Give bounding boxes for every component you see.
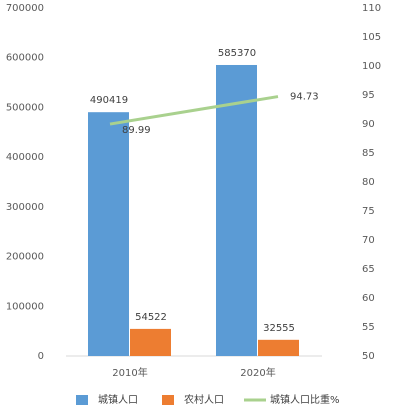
x-tick-label: 2020年 bbox=[240, 366, 275, 379]
y-tick-label: 200000 bbox=[6, 252, 44, 263]
y2-tick-label: 60 bbox=[362, 293, 375, 304]
bar bbox=[258, 339, 299, 356]
y2-tick-label: 95 bbox=[362, 90, 375, 101]
bar bbox=[130, 328, 171, 356]
data-label: 54522 bbox=[135, 312, 167, 323]
y2-tick-label: 65 bbox=[362, 264, 375, 275]
legend-label: 农村人口 bbox=[184, 393, 224, 406]
legend-swatch bbox=[76, 395, 88, 405]
data-label: 94.73 bbox=[290, 92, 319, 103]
y-tick-label: 400000 bbox=[6, 152, 44, 163]
data-label: 32555 bbox=[263, 323, 295, 334]
y2-tick-label: 110 bbox=[362, 3, 381, 14]
legend-label: 城镇人口 bbox=[98, 393, 138, 406]
y2-tick-label: 75 bbox=[362, 206, 375, 217]
y2-tick-label: 70 bbox=[362, 235, 375, 246]
y2-tick-label: 55 bbox=[362, 322, 375, 333]
y-tick-label: 300000 bbox=[6, 202, 44, 213]
y2-tick-label: 80 bbox=[362, 177, 375, 188]
legend-swatch bbox=[162, 395, 174, 405]
data-label: 490419 bbox=[90, 95, 128, 106]
line bbox=[109, 95, 279, 126]
bar bbox=[216, 64, 257, 356]
y-tick-label: 700000 bbox=[6, 3, 44, 14]
x-tick-label: 2010年 bbox=[112, 366, 147, 379]
bar bbox=[88, 112, 129, 356]
data-label: 585370 bbox=[218, 48, 256, 59]
y2-tick-label: 85 bbox=[362, 148, 375, 159]
y2-tick-label: 100 bbox=[362, 61, 381, 72]
y2-tick-label: 50 bbox=[362, 351, 375, 362]
y2-tick-label: 105 bbox=[362, 32, 381, 43]
y2-tick-label: 90 bbox=[362, 119, 375, 130]
y-tick-label: 100000 bbox=[6, 301, 44, 312]
y-tick-label: 0 bbox=[38, 351, 44, 362]
data-label: 89.99 bbox=[122, 125, 151, 136]
y-tick-label: 500000 bbox=[6, 102, 44, 113]
y-tick-label: 600000 bbox=[6, 53, 44, 64]
legend-label: 城镇人口比重% bbox=[270, 393, 340, 406]
